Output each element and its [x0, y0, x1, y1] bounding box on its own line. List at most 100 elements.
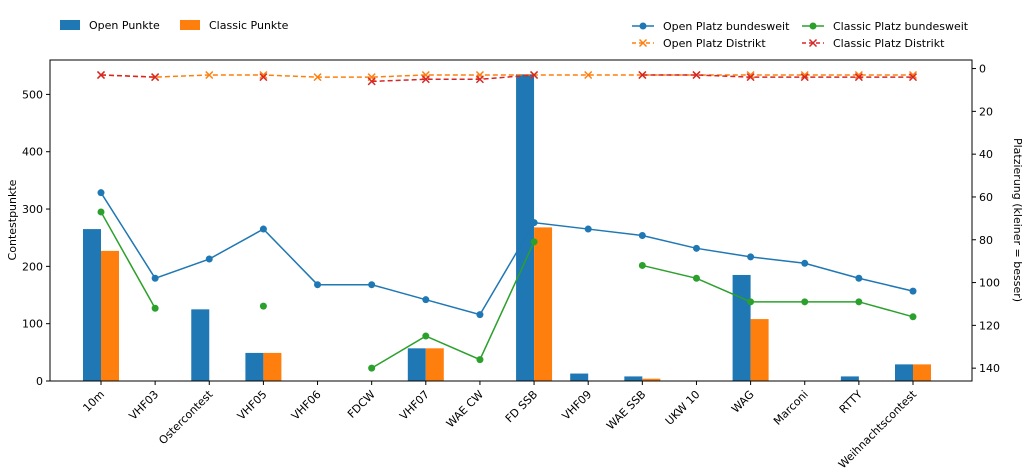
point — [151, 304, 159, 312]
point — [259, 225, 267, 233]
y2-tick-label: 40 — [979, 148, 993, 161]
point — [205, 255, 213, 263]
point — [422, 296, 430, 304]
point — [692, 274, 700, 282]
point — [800, 73, 809, 82]
point — [205, 70, 214, 80]
bar — [407, 348, 426, 381]
bar — [191, 309, 210, 381]
series-line — [100, 74, 913, 78]
y-tick-label: 0 — [36, 375, 43, 388]
bar — [895, 364, 913, 381]
bar — [263, 352, 282, 381]
point — [801, 298, 809, 306]
point — [476, 356, 484, 364]
point — [909, 287, 917, 295]
bar — [516, 74, 535, 382]
point-stroke — [205, 70, 214, 80]
y2-tick-label: 120 — [979, 319, 1000, 332]
plot-frame — [49, 59, 973, 382]
point — [96, 70, 106, 80]
point-stroke — [259, 70, 268, 80]
legend-marker — [638, 38, 648, 48]
bar — [642, 378, 661, 381]
point-stroke — [530, 70, 539, 80]
point — [151, 274, 159, 282]
legend-label: Classic Platz bundesweit — [833, 20, 969, 33]
point — [801, 259, 809, 267]
bar — [534, 227, 553, 381]
bar — [732, 274, 751, 381]
y2-tick-label: 60 — [979, 191, 993, 204]
point-stroke — [259, 73, 268, 82]
bar — [245, 352, 264, 381]
point-stroke — [746, 73, 755, 82]
legend-label: Open Punkte — [89, 19, 160, 32]
y-tick-label: 500 — [22, 88, 43, 101]
point — [854, 73, 863, 82]
point — [259, 70, 268, 80]
point — [747, 253, 755, 261]
bar — [101, 250, 119, 381]
point — [692, 70, 701, 80]
point — [909, 313, 917, 321]
bar — [425, 348, 444, 381]
series-line — [642, 264, 914, 318]
legend-marker — [809, 22, 817, 30]
point — [692, 244, 700, 252]
point — [313, 73, 322, 82]
bar — [83, 229, 101, 381]
point-stroke — [584, 70, 593, 80]
point — [638, 231, 646, 239]
point — [367, 77, 376, 86]
point-stroke — [96, 70, 106, 80]
point — [368, 364, 376, 372]
point-stroke — [313, 73, 322, 82]
legend-item: Classic Platz bundesweit — [802, 20, 969, 33]
point — [259, 73, 268, 82]
legend-label: Open Platz Distrikt — [663, 37, 766, 50]
y-tick-label: 200 — [22, 260, 43, 273]
point — [638, 261, 646, 269]
legend-item: Open Platz bundesweit — [632, 20, 790, 33]
legend-marker — [808, 38, 818, 48]
point-stroke — [800, 73, 809, 82]
bar — [840, 376, 859, 381]
point-stroke — [638, 70, 647, 80]
point — [746, 73, 755, 82]
series-line — [100, 211, 156, 309]
point — [476, 311, 484, 319]
point — [530, 238, 538, 246]
bar — [750, 319, 769, 381]
legend-item: Classic Punkte — [180, 19, 289, 32]
legend-swatch — [180, 20, 200, 30]
series-line — [100, 192, 914, 316]
point — [151, 73, 160, 82]
point-stroke — [854, 73, 863, 82]
legend-marker — [639, 22, 647, 30]
legend-label: Classic Punkte — [209, 19, 289, 32]
series-line — [100, 74, 156, 78]
legend-item: Open Punkte — [60, 19, 160, 32]
y-tick-label: 400 — [22, 146, 43, 159]
point-stroke — [367, 77, 376, 86]
point — [368, 281, 376, 289]
point — [908, 73, 918, 82]
legend-left: Open Punkte Classic Punkte — [60, 19, 289, 32]
series-line — [642, 74, 913, 78]
point — [855, 298, 863, 306]
y2-tick-label: 80 — [979, 234, 993, 247]
legend-item: Open Platz Distrikt — [632, 37, 766, 50]
legend-item: Classic Platz Distrikt — [802, 37, 945, 50]
lines-layer — [96, 70, 918, 372]
point — [314, 281, 322, 289]
series-line — [371, 74, 535, 83]
point — [530, 219, 538, 227]
point — [421, 75, 430, 84]
point — [97, 189, 105, 197]
bar — [624, 376, 643, 381]
y2-tick-label: 20 — [979, 105, 993, 118]
point-stroke — [908, 73, 918, 82]
